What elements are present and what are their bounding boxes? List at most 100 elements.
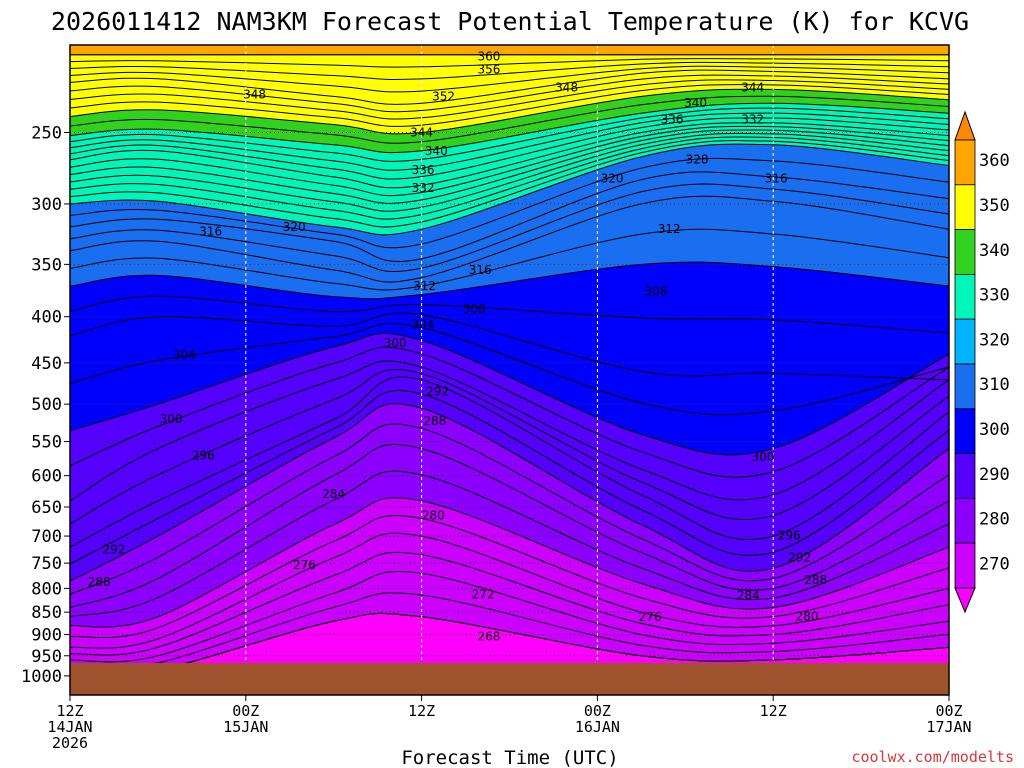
y-tick-label: 950 (31, 647, 62, 667)
colorbar-box (954, 453, 976, 499)
colorbar-box (954, 229, 976, 275)
contour-line (70, 360, 949, 502)
colorbar-box (954, 273, 976, 320)
x-tick-label: 12Z (56, 702, 83, 720)
contour-label: 312 (413, 279, 436, 293)
contour-line (70, 376, 949, 548)
contour-label: 304 (412, 317, 435, 331)
contour-label: 300 (751, 450, 774, 464)
contour-label: 352 (432, 89, 455, 103)
contour-line (70, 195, 949, 283)
y-tick-label: 350 (31, 255, 62, 275)
theta-shaded-fill (70, 45, 949, 695)
contour-line (70, 592, 949, 669)
contour-label: 304 (173, 348, 196, 362)
y-tick-label: 550 (31, 433, 62, 453)
contour-line (70, 112, 949, 171)
contour-line (70, 88, 949, 135)
y-tick-label: 750 (31, 554, 62, 574)
contour-label: 308 (645, 284, 668, 298)
plot-frame (69, 44, 950, 696)
contour-line (70, 228, 949, 291)
colorbar-label: 340 (979, 241, 1010, 261)
x-tick-label: 17JAN (926, 718, 971, 736)
colorbar-box (954, 497, 976, 544)
colorbar-label: 330 (979, 286, 1010, 306)
contour-line (70, 79, 949, 120)
contour-label: 276 (293, 558, 316, 572)
contour-line (70, 84, 949, 127)
colorbar-label: 290 (979, 465, 1010, 485)
contour-label: 316 (765, 171, 788, 185)
contour-line (70, 132, 949, 212)
colorbar-arrow-top (954, 110, 976, 141)
contour-line (70, 61, 949, 80)
x-tick-label: 16JAN (575, 718, 620, 736)
contour-label: 340 (425, 144, 448, 158)
contour-label: 312 (658, 222, 681, 236)
contour-line (70, 403, 949, 582)
contour-line (70, 183, 949, 272)
contour-line (70, 443, 949, 608)
contour-line (70, 312, 949, 381)
colorbar-box (954, 184, 976, 231)
colorbar-arrow-bottom (954, 587, 976, 614)
contour-line (70, 136, 949, 220)
contour-label: 300 (160, 412, 183, 426)
colorbar-box (954, 542, 976, 589)
contour-label: 288 (804, 573, 827, 587)
y-tick-label: 400 (31, 308, 62, 328)
contour-line (70, 389, 949, 565)
contour-label: 288 (88, 575, 111, 589)
grid-lines (70, 45, 949, 695)
contour-label: 292 (426, 384, 449, 398)
y-tick-label: 900 (31, 626, 62, 646)
contour-line (70, 140, 949, 228)
contour-label: 316 (199, 225, 222, 239)
contour-line (70, 157, 949, 249)
y-tick-label: 700 (31, 527, 62, 547)
contour-line (70, 74, 949, 113)
contour-line (70, 532, 949, 649)
contour-line (70, 117, 949, 180)
contour-label: 268 (478, 630, 501, 644)
contour-label: 284 (322, 487, 345, 501)
x-tick-label: 14JAN (47, 718, 92, 736)
contour-line (70, 346, 949, 478)
colorbar-label: 280 (979, 510, 1010, 530)
contour-label: 328 (686, 153, 709, 167)
colorbar-label: 360 (979, 151, 1010, 171)
x-tick-label: 12Z (408, 702, 435, 720)
contour-line (70, 129, 949, 204)
colorbar-box (954, 363, 976, 410)
contour-label: 340 (684, 96, 707, 110)
colorbar-box (954, 318, 976, 365)
colorbar-label: 310 (979, 375, 1010, 395)
x-tick-label: 12Z (760, 702, 787, 720)
contour-line (70, 58, 949, 68)
y-tick-label: 300 (31, 195, 62, 215)
contour-label: 320 (601, 171, 624, 185)
contour-label: 296 (192, 449, 215, 463)
contour-line (70, 107, 949, 162)
contour-label: 284 (737, 589, 760, 603)
contour-label: 288 (423, 414, 446, 428)
contour-label: 348 (243, 88, 266, 102)
credit-link[interactable]: coolwx.com/modelts (851, 748, 1014, 766)
y-tick-label: 450 (31, 354, 62, 374)
x-tick-label: 00Z (232, 702, 259, 720)
y-tick-label: 500 (31, 395, 62, 415)
y-tick-label: 250 (31, 123, 62, 143)
contour-line (70, 423, 949, 595)
contour-label: 292 (788, 550, 811, 564)
colorbar: 360 350 340 330 320 310 300 290 280 270 (954, 110, 1010, 614)
contour-label: 292 (102, 542, 125, 556)
contour-label: 356 (478, 63, 501, 77)
contour-label: 336 (412, 163, 435, 177)
colorbar-label: 270 (979, 554, 1010, 574)
contour-line (70, 295, 949, 334)
x-tick-label: 2026 (52, 734, 88, 752)
